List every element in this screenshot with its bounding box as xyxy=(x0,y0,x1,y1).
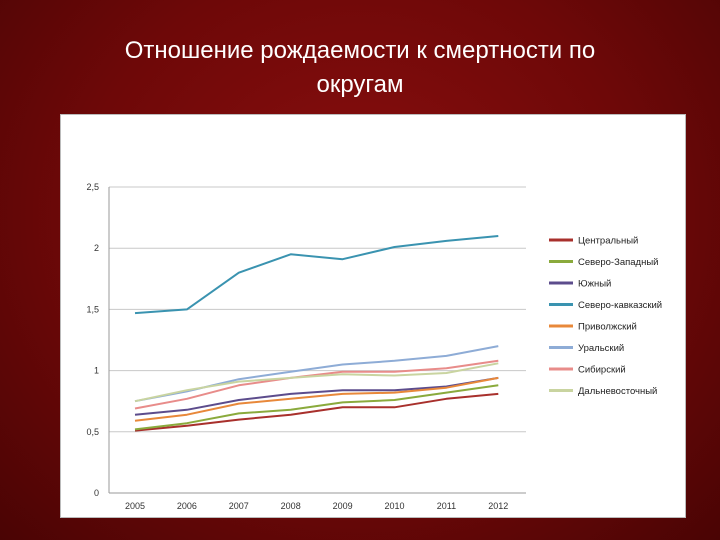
legend-label: Дальневосточный xyxy=(578,386,657,397)
x-tick-label: 2005 xyxy=(125,501,145,511)
slide-title-line-2: округам xyxy=(316,71,404,98)
legend-label: Северо-кавказский xyxy=(578,300,662,311)
x-tick-label: 2006 xyxy=(177,501,197,511)
series-line xyxy=(134,362,499,403)
legend-label: Южный xyxy=(578,279,611,290)
slide-title-line-1: Отношение рождаемости к смертности по xyxy=(124,37,596,64)
series-line xyxy=(134,235,499,315)
series-line xyxy=(134,392,499,432)
series-line xyxy=(134,376,499,416)
chart-panel: 0 0,5 1 1,5 2 2,5 2005 2006 2007 2008 2009 2010 2011… xyxy=(60,114,686,518)
y-tick-label: 0 xyxy=(94,488,99,498)
y-tick-label: 0,5 xyxy=(86,427,99,437)
x-tick-label: 2008 xyxy=(281,501,301,511)
legend-label: Приволжский xyxy=(578,322,637,333)
legend-label: Уральский xyxy=(578,343,624,354)
x-tick-label: 2007 xyxy=(229,501,249,511)
y-tick-label: 2,5 xyxy=(86,182,99,192)
series-line xyxy=(134,384,499,431)
x-tick-label: 2010 xyxy=(384,501,404,511)
y-tick-label: 1,5 xyxy=(86,304,99,314)
x-tick-label: 2009 xyxy=(333,501,353,511)
legend-label: Центральный xyxy=(578,236,638,247)
y-tick-label: 1 xyxy=(94,366,99,376)
slide-title: Отношение рождаемости к смертности по ок… xyxy=(60,34,660,102)
legend-label: Северо-Западный xyxy=(578,257,658,268)
x-tick-label: 2012 xyxy=(488,501,508,511)
x-tick-label: 2011 xyxy=(437,501,456,511)
series-line xyxy=(134,359,499,410)
line-chart: 0 0,5 1 1,5 2 2,5 2005 2006 2007 2008 2009 2010 2011… xyxy=(86,182,662,511)
legend-label: Сибирский xyxy=(578,365,626,376)
series-line xyxy=(134,376,499,422)
y-tick-label: 2 xyxy=(94,243,99,253)
